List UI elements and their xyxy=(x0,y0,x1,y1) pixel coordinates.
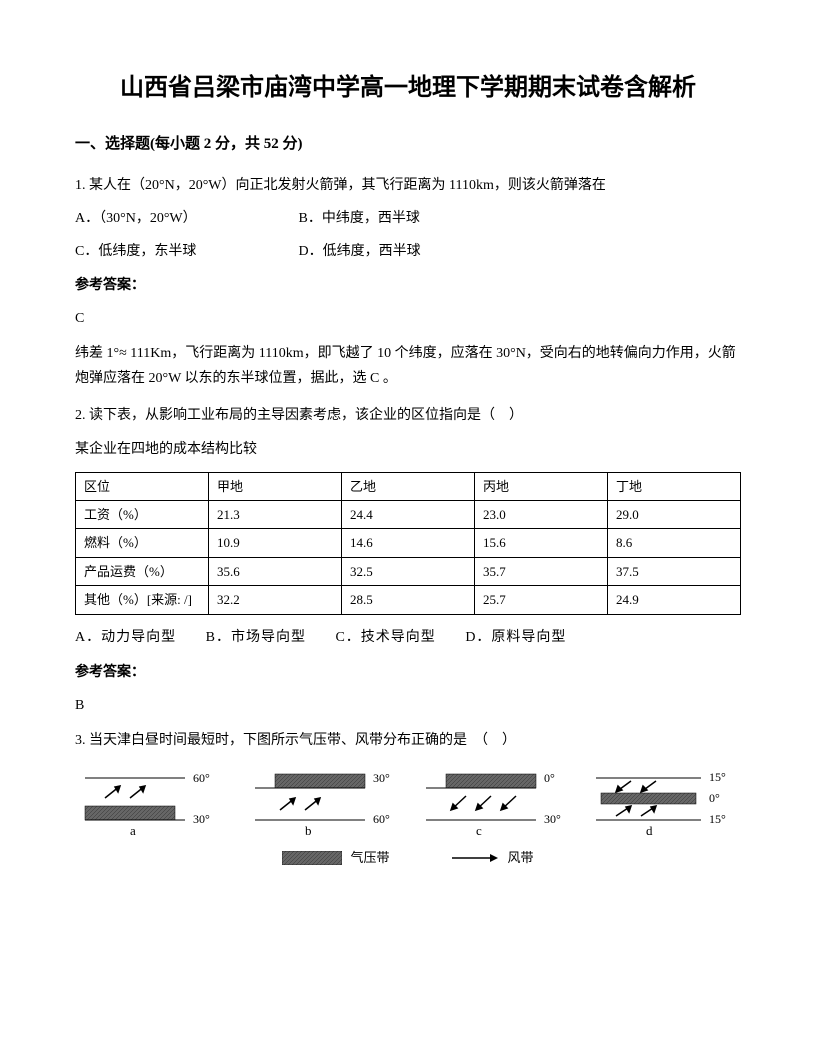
legend-pressure-label: 气压带 xyxy=(350,846,389,869)
label-30c: 30° xyxy=(544,812,561,826)
table-cell: 29.0 xyxy=(608,501,741,529)
question-1-text: 1. 某人在（20°N，20°W）向正北发射火箭弹，其飞行距离为 1110km，… xyxy=(75,173,741,198)
table-cell: 工资（%） xyxy=(76,501,209,529)
diagram-c: 0° 30° c xyxy=(416,768,571,838)
table-cell: 32.2 xyxy=(209,586,342,614)
q2-answer-label: 参考答案： xyxy=(75,660,741,685)
table-cell: 10.9 xyxy=(209,529,342,557)
table-cell: 8.6 xyxy=(608,529,741,557)
q2-options: A．动力导向型 B．市场导向型 C．技术导向型 D．原料导向型 xyxy=(75,625,741,650)
diagram-label-b: b xyxy=(305,823,312,838)
q3-legend: 气压带 风带 xyxy=(75,846,741,869)
table-cell: 28.5 xyxy=(342,586,475,614)
table-row: 工资（%） 21.3 24.4 23.0 29.0 xyxy=(76,501,741,529)
q1-option-b: B．中纬度，西半球 xyxy=(299,211,420,226)
table-header-row: 区位 甲地 乙地 丙地 丁地 xyxy=(76,472,741,500)
legend-pressure: 气压带 xyxy=(282,846,389,869)
table-cell: 37.5 xyxy=(608,557,741,585)
q2-option-d: D．原料导向型 xyxy=(465,630,566,645)
table-cell: 35.7 xyxy=(475,557,608,585)
label-60b: 60° xyxy=(373,812,390,826)
legend-wind: 风带 xyxy=(450,846,534,869)
table-cell: 32.5 xyxy=(342,557,475,585)
table-cell: 15.6 xyxy=(475,529,608,557)
table-row: 其他（%）[来源: /] 32.2 28.5 25.7 24.9 xyxy=(76,586,741,614)
section-header: 一、选择题(每小题 2 分，共 52 分) xyxy=(75,131,741,158)
table-cell: 产品运费（%） xyxy=(76,557,209,585)
question-1-options-row2: C．低纬度，东半球 D．低纬度，西半球 xyxy=(75,239,741,264)
q1-option-d: D．低纬度，西半球 xyxy=(299,244,421,259)
label-0c: 0° xyxy=(544,771,555,785)
question-2-text: 2. 读下表，从影响工业布局的主导因素考虑，该企业的区位指向是（ ） xyxy=(75,403,741,428)
table-cell: 25.7 xyxy=(475,586,608,614)
diagram-b: 30° 60° b xyxy=(245,768,400,838)
q2-option-a: A．动力导向型 xyxy=(75,630,176,645)
q2-option-c: C．技术导向型 xyxy=(335,630,435,645)
label-60: 60° xyxy=(193,771,210,785)
q2-answer: B xyxy=(75,693,741,718)
table-cell: 其他（%）[来源: /] xyxy=(76,586,209,614)
question-3-text: 3. 当天津白昼时间最短时，下图所示气压带、风带分布正确的是 （ ） xyxy=(75,728,741,753)
legend-wind-label: 风带 xyxy=(508,846,534,869)
table-cell: 丁地 xyxy=(608,472,741,500)
label-0d: 0° xyxy=(709,791,720,805)
diagram-a: 60° 30° a xyxy=(75,768,230,838)
table-cell: 区位 xyxy=(76,472,209,500)
document-title: 山西省吕梁市庙湾中学高一地理下学期期末试卷含解析 xyxy=(75,70,741,106)
label-30: 30° xyxy=(193,812,210,826)
question-1-options-row1: A．（30°N，20°W） B．中纬度，西半球 xyxy=(75,206,741,231)
q1-explanation: 纬差 1°≈ 111Km，飞行距离为 1110km，即飞越了 10 个纬度，应落… xyxy=(75,341,741,391)
q1-answer-label: 参考答案： xyxy=(75,273,741,298)
diagram-label-a: a xyxy=(130,823,136,838)
diagram-label-c: c xyxy=(476,823,482,838)
table-cell: 24.4 xyxy=(342,501,475,529)
table-cell: 燃料（%） xyxy=(76,529,209,557)
table-cell: 23.0 xyxy=(475,501,608,529)
table-cell: 35.6 xyxy=(209,557,342,585)
table-cell: 14.6 xyxy=(342,529,475,557)
q1-answer: C xyxy=(75,306,741,331)
diagram-label-d: d xyxy=(646,823,653,838)
table-cell: 甲地 xyxy=(209,472,342,500)
table-cell: 24.9 xyxy=(608,586,741,614)
label-30b: 30° xyxy=(373,771,390,785)
q2-cost-table: 区位 甲地 乙地 丙地 丁地 工资（%） 21.3 24.4 23.0 29.0… xyxy=(75,472,741,615)
table-cell: 21.3 xyxy=(209,501,342,529)
q3-diagrams: 60° 30° a 30° 60° b 0° xyxy=(75,768,741,838)
table-cell: 乙地 xyxy=(342,472,475,500)
table-row: 产品运费（%） 35.6 32.5 35.7 37.5 xyxy=(76,557,741,585)
table-cell: 丙地 xyxy=(475,472,608,500)
table-row: 燃料（%） 10.9 14.6 15.6 8.6 xyxy=(76,529,741,557)
q2-option-b: B．市场导向型 xyxy=(206,630,306,645)
diagram-d: 15° 0° 15° d xyxy=(586,768,741,838)
q2-table-caption: 某企业在四地的成本结构比较 xyxy=(75,437,741,462)
q1-option-c: C．低纬度，东半球 xyxy=(75,239,295,264)
q1-option-a: A．（30°N，20°W） xyxy=(75,206,295,231)
label-15d-bottom: 15° xyxy=(709,812,726,826)
label-15d-top: 15° xyxy=(709,770,726,784)
